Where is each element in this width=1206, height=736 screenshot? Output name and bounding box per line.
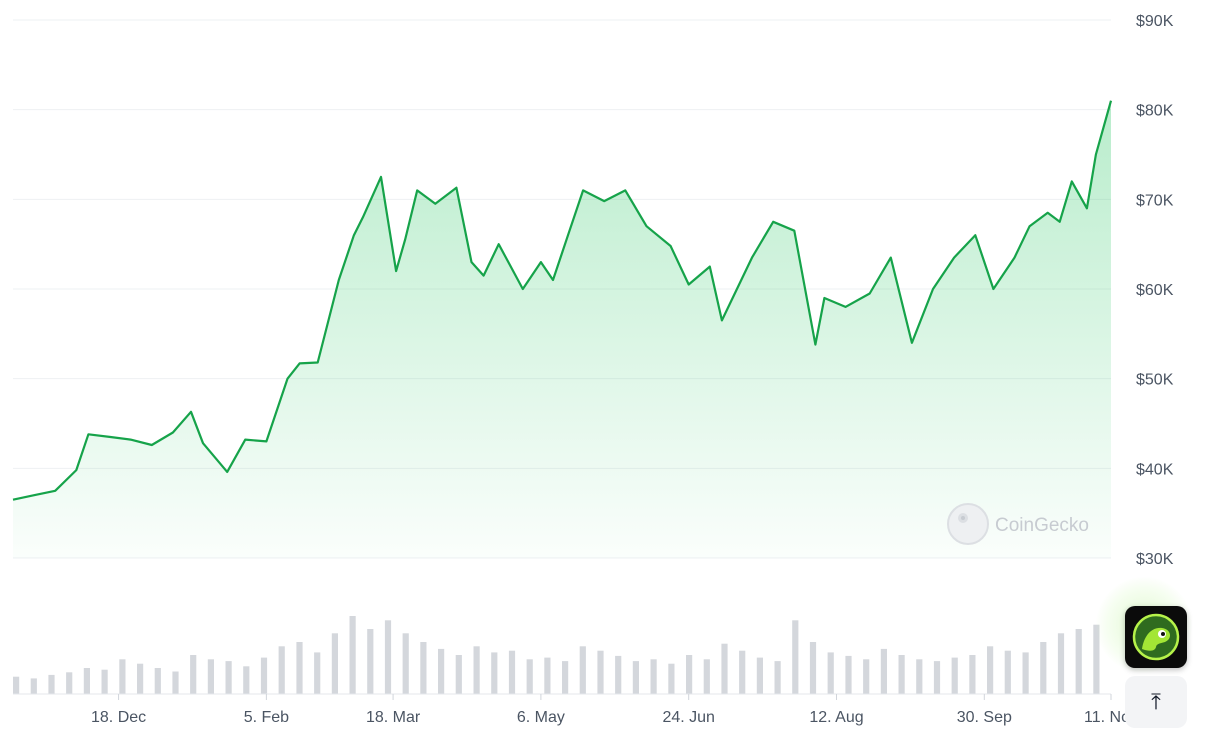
volume-bar (703, 659, 710, 694)
price-line[interactable] (12, 100, 1113, 501)
y-axis-labels: $30K $40K $50K $60K $70K $80K $90K (1136, 13, 1174, 568)
volume-bar (1022, 652, 1029, 694)
volume-bar (597, 650, 604, 694)
volume-bar (615, 655, 622, 694)
volume-bar (544, 657, 551, 694)
volume-bar (66, 672, 73, 694)
volume-bar (455, 655, 462, 694)
coingecko-watermark: CoinGecko (947, 503, 1089, 545)
volume-bar (172, 671, 179, 694)
volume-bar (792, 620, 799, 694)
volume-bar (809, 642, 817, 694)
volume-bar (579, 646, 586, 694)
volume-bar (880, 648, 887, 694)
volume-bar (632, 661, 639, 694)
volume-bar (438, 648, 445, 694)
volume-bar (686, 655, 693, 694)
x-tick-label: 18. Dec (91, 709, 146, 726)
volume-bar (987, 646, 994, 694)
volume-bar (739, 650, 746, 694)
volume-bar (1057, 633, 1065, 694)
scroll-to-top-button[interactable]: ⤒ (1125, 676, 1187, 728)
arrow-up-to-top-icon: ⤒ (1151, 689, 1161, 715)
volume-bar (296, 642, 303, 694)
volume-bar (260, 657, 268, 694)
volume-bar (101, 669, 108, 694)
volume-bar (367, 629, 374, 694)
volume-bar (225, 661, 232, 694)
coingecko-logo-icon (947, 503, 989, 545)
volume-bar (898, 655, 905, 694)
volume-bar (83, 668, 90, 694)
volume-bars (13, 616, 1100, 694)
x-tick-label: 11. Nov (1084, 709, 1138, 726)
volume-bar (969, 655, 976, 694)
volume-bar (30, 678, 37, 694)
volume-bar (863, 659, 870, 694)
x-tick-label: 5. Feb (244, 709, 289, 726)
gecko-logo-icon (1132, 613, 1180, 661)
volume-bar (845, 655, 852, 694)
volume-bar (827, 652, 834, 694)
volume-bar (154, 668, 161, 694)
volume-bar (243, 666, 250, 694)
volume-bar (1004, 650, 1011, 694)
price-area-fill (13, 100, 1111, 558)
volume-bar (420, 642, 427, 694)
y-tick-label: $60K (1136, 282, 1174, 299)
volume-bar (774, 661, 781, 694)
volume-bar (916, 659, 923, 694)
volume-bar (349, 616, 356, 694)
y-tick-label: $50K (1136, 372, 1174, 389)
volume-bar (721, 643, 728, 694)
x-tick-label: 18. Mar (366, 709, 421, 726)
volume-bar (933, 661, 941, 694)
volume-bar (331, 633, 338, 694)
x-axis-labels: 18. Dec 5. Feb 18. Mar 6. May 24. Jun 12. Aug… (91, 694, 1138, 726)
volume-bar (756, 657, 763, 694)
volume-bar (1093, 624, 1100, 694)
volume-bar (668, 663, 675, 694)
volume-bar (278, 646, 285, 694)
y-tick-label: $30K (1136, 551, 1174, 568)
volume-bar (190, 655, 197, 694)
volume-bar (650, 659, 657, 694)
volume-bar (1075, 629, 1082, 694)
volume-bar (1040, 642, 1047, 694)
volume-bar (13, 676, 20, 694)
volume-bar (314, 652, 321, 694)
volume-bar (473, 646, 480, 694)
watermark-text: CoinGecko (995, 515, 1089, 536)
volume-bar (384, 620, 392, 694)
volume-bar (119, 659, 126, 694)
volume-bar (402, 633, 409, 694)
x-tick-label: 24. Jun (662, 709, 714, 726)
volume-bar (137, 663, 144, 694)
volume-bar (48, 674, 55, 694)
gecko-widget-button[interactable] (1125, 606, 1187, 668)
y-tick-label: $40K (1136, 461, 1174, 478)
volume-bar (951, 657, 958, 694)
volume-bar (491, 652, 498, 694)
volume-bar (508, 650, 516, 694)
volume-bar (526, 659, 533, 694)
volume-bar (562, 661, 569, 694)
y-tick-label: $70K (1136, 192, 1174, 209)
x-tick-label: 30. Sep (957, 709, 1012, 726)
x-tick-label: 12. Aug (809, 709, 863, 726)
y-tick-label: $80K (1136, 103, 1174, 120)
volume-bar (207, 659, 214, 694)
y-tick-label: $90K (1136, 13, 1174, 30)
x-tick-label: 6. May (517, 709, 565, 726)
